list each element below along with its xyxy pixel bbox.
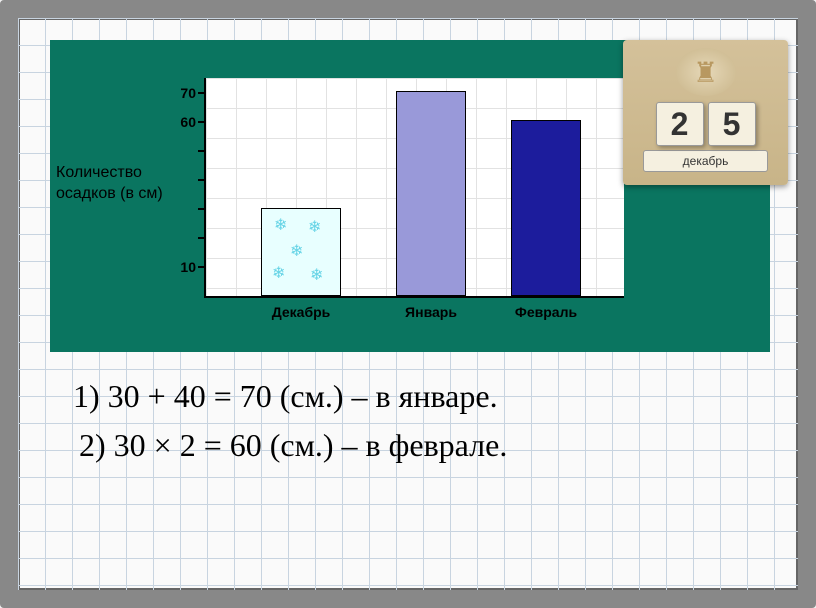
snowflake-icon: ❄ <box>272 263 285 283</box>
x-label-feb: Февраль <box>515 304 577 320</box>
equations-block: 1) 30 + 40 = 70 (см.) – в январе. 2) 30 … <box>73 378 507 476</box>
bar-chart: Количество осадков (в см) 70 60 10 ❄ ❄ ❄… <box>204 78 624 298</box>
calendar-digit-2: 5 <box>708 102 756 146</box>
y-tick <box>198 208 206 210</box>
y-axis-title: Количество осадков (в см) <box>56 163 196 205</box>
calendar-cubes: 2 5 <box>631 102 780 146</box>
calendar-digit-1: 2 <box>656 102 704 146</box>
equation-1: 1) 30 + 40 = 70 (см.) – в январе. <box>73 378 507 415</box>
x-label-dec: Декабрь <box>272 304 331 320</box>
bar-january <box>396 91 466 296</box>
y-tick-label-10: 10 <box>180 259 196 275</box>
y-title-line2: осадков (в см) <box>56 185 163 202</box>
snowflake-icon: ❄ <box>310 265 323 285</box>
bar-february <box>511 120 581 296</box>
desk-calendar: ♜ 2 5 декабрь <box>623 40 788 185</box>
snowflake-icon: ❄ <box>274 215 287 235</box>
y-title-line1: Количество <box>56 164 142 181</box>
emblem-icon: ♜ <box>676 48 736 96</box>
y-tick <box>198 237 206 239</box>
y-tick <box>198 121 206 123</box>
equation-2: 2) 30 × 2 = 60 (см.) – в феврале. <box>79 427 507 464</box>
snowflake-icon: ❄ <box>308 217 321 237</box>
y-tick <box>198 150 206 152</box>
bar-december: ❄ ❄ ❄ ❄ ❄ <box>261 208 341 296</box>
x-label-jan: Январь <box>405 304 457 320</box>
y-tick <box>198 179 206 181</box>
snowflake-icon: ❄ <box>290 241 303 261</box>
calendar-month: декабрь <box>643 150 768 172</box>
whiteboard: Количество осадков (в см) 70 60 10 ❄ ❄ ❄… <box>0 0 816 608</box>
y-tick <box>198 266 206 268</box>
y-tick <box>198 92 206 94</box>
y-tick-label-70: 70 <box>180 85 196 101</box>
y-tick-label-60: 60 <box>180 114 196 130</box>
